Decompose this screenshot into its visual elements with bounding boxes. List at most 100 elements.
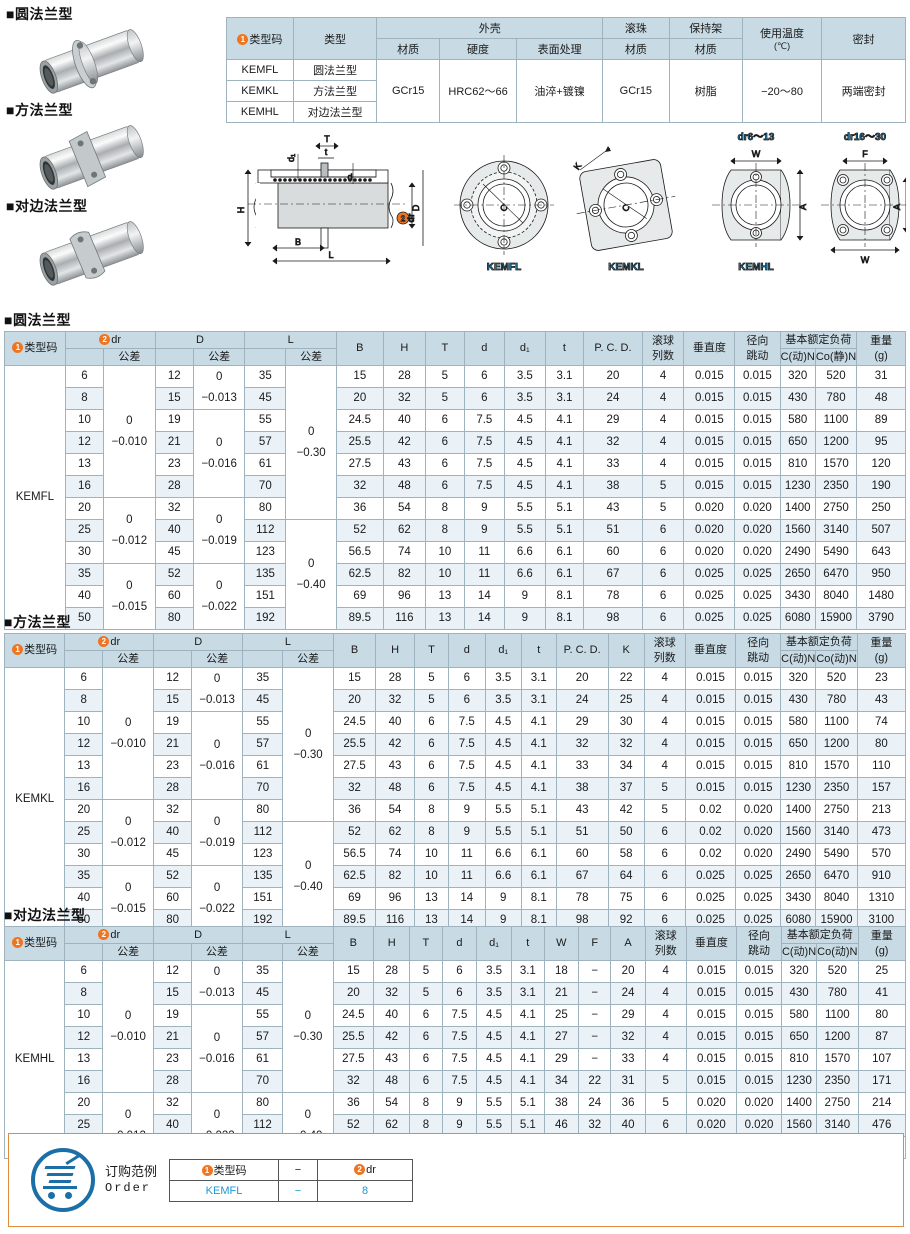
cell-d1: 5.5 bbox=[504, 497, 546, 520]
cell-d: 7.5 bbox=[441, 1048, 478, 1071]
cell-pcd: 33 bbox=[555, 755, 609, 778]
cell-B: 52 bbox=[332, 821, 377, 844]
cell-D: 60 bbox=[154, 585, 194, 608]
cell-B: 24.5 bbox=[336, 409, 384, 432]
cell-H: 96 bbox=[375, 887, 415, 910]
spec-th-cage: 保持架 bbox=[668, 17, 743, 39]
spec-th-type: 类型 bbox=[292, 17, 378, 60]
cell-perpendicularity: 0.015 bbox=[685, 1026, 738, 1049]
spec-type-kemfl: 圆法兰型 bbox=[292, 59, 378, 81]
cell-pcd: 38 bbox=[583, 475, 643, 498]
cell-dr: 20 bbox=[64, 497, 105, 520]
cell-dr-tolerance: 0−0.012 bbox=[102, 799, 155, 866]
cell-T: 6 bbox=[413, 733, 450, 756]
th-d1: d₁ bbox=[504, 331, 546, 366]
cell-weight: 120 bbox=[856, 453, 906, 476]
cell-L: 35 bbox=[242, 667, 284, 690]
cell-radial-runout: 0.015 bbox=[736, 1004, 782, 1027]
kemhl-front-view-small bbox=[712, 157, 804, 247]
table-row: 30 45 123 56.5 74 10 11 6.6 6.1 60 58 6 0.02 0.020 249… bbox=[4, 843, 907, 866]
th-dr-value bbox=[64, 348, 105, 366]
cell-T: 6 bbox=[409, 1026, 443, 1049]
cell-pcd: 43 bbox=[583, 497, 643, 520]
cell-ball-rows: 4 bbox=[641, 409, 685, 432]
cell-radial-runout: 0.015 bbox=[735, 667, 782, 690]
cell-H: 96 bbox=[382, 585, 427, 608]
th-typecode: 1 类型码 bbox=[3, 926, 66, 961]
cell-H: 82 bbox=[375, 865, 415, 888]
cross-section-view bbox=[244, 142, 424, 265]
cell-weight: 74 bbox=[856, 711, 907, 734]
cell-t: 3.1 bbox=[544, 365, 585, 388]
cell-d: 7.5 bbox=[448, 733, 486, 756]
cell-d: 7.5 bbox=[441, 1070, 478, 1093]
spec-code-kemfl: KEMFL bbox=[226, 59, 294, 81]
cell-B: 36 bbox=[332, 1092, 375, 1115]
cell-T: 8 bbox=[413, 821, 450, 844]
cell-F: 22 bbox=[577, 1070, 612, 1093]
cell-c-dynamic: 650 bbox=[780, 1026, 818, 1049]
cell-radial-runout: 0.020 bbox=[735, 799, 782, 822]
spec-th-hardness: 硬度 bbox=[438, 38, 518, 60]
spec-shell-material: GCr15 bbox=[376, 59, 440, 123]
cell-A: 32 bbox=[610, 1026, 646, 1049]
cell-L: 55 bbox=[241, 1004, 284, 1027]
cell-weight: 643 bbox=[856, 541, 906, 564]
cell-T: 10 bbox=[425, 563, 465, 586]
cell-radial-runout: 0.015 bbox=[735, 711, 782, 734]
cell-L: 80 bbox=[242, 799, 284, 822]
cell-c-dynamic: 2650 bbox=[780, 865, 817, 888]
cell-t: 5.1 bbox=[510, 1092, 545, 1115]
th-weight: 重量 (g) bbox=[856, 633, 907, 668]
cell-d: 9 bbox=[463, 497, 506, 520]
cell-ball-rows: 6 bbox=[643, 865, 686, 888]
cell-dr: 16 bbox=[64, 475, 105, 498]
cell-ball-rows: 5 bbox=[641, 475, 685, 498]
cell-pcd: 43 bbox=[555, 799, 609, 822]
cell-dr-tolerance: 0−0.012 bbox=[103, 497, 156, 564]
order-code-table: 1 类型码 − 2 dr KEMFL − 8 bbox=[169, 1158, 414, 1202]
cell-H: 40 bbox=[382, 409, 427, 432]
cell-co-static: 2350 bbox=[814, 475, 858, 498]
cell-ball-rows: 6 bbox=[641, 607, 685, 630]
th-D-value bbox=[153, 650, 193, 668]
spec-type-kemhl: 对边法兰型 bbox=[292, 101, 378, 123]
cell-co-static: 1200 bbox=[814, 431, 858, 454]
cell-co-static: 2350 bbox=[815, 777, 858, 800]
cell-dr: 30 bbox=[64, 843, 104, 866]
cell-L: 61 bbox=[241, 1048, 284, 1071]
cell-D: 40 bbox=[154, 519, 194, 542]
cell-B: 25.5 bbox=[332, 733, 377, 756]
cell-perpendicularity: 0.025 bbox=[684, 887, 737, 910]
cell-co-static: 780 bbox=[814, 387, 858, 410]
dim-B: B bbox=[295, 237, 301, 247]
cell-B: 32 bbox=[332, 1070, 375, 1093]
th-radial-runout: 径向 跳动 bbox=[735, 633, 782, 668]
cell-pcd: 78 bbox=[583, 585, 643, 608]
cell-weight: 43 bbox=[856, 689, 907, 712]
cell-radial-runout: 0.015 bbox=[735, 755, 782, 778]
thumb-title-opposite: ■对边法兰型 bbox=[6, 198, 88, 214]
order-header-row: 1 类型码 − 2 dr bbox=[169, 1158, 414, 1181]
cell-F: − bbox=[577, 1026, 612, 1049]
cell-weight: 570 bbox=[856, 843, 907, 866]
cell-L-tolerance: 0 −0.30 bbox=[282, 667, 334, 822]
cell-H: 54 bbox=[373, 1092, 411, 1115]
badge-1-icon: 1 bbox=[237, 33, 249, 45]
cell-D: 40 bbox=[153, 821, 193, 844]
kemfl-section-title: ■圆法兰型 bbox=[4, 312, 71, 328]
cell-d: 6 bbox=[441, 982, 478, 1005]
th-H: H bbox=[373, 926, 411, 961]
cell-radial-runout: 0.015 bbox=[736, 1048, 782, 1071]
cell-K: 50 bbox=[607, 821, 645, 844]
cell-t: 3.1 bbox=[544, 387, 585, 410]
cell-weight: 190 bbox=[856, 475, 906, 498]
cell-H: 32 bbox=[373, 982, 411, 1005]
cell-co-static: 6470 bbox=[815, 865, 858, 888]
cell-pcd: 33 bbox=[583, 453, 643, 476]
th-dr-tolerance: 公差 bbox=[102, 943, 155, 961]
cell-perpendicularity: 0.015 bbox=[683, 475, 736, 498]
cell-t: 4.1 bbox=[510, 1004, 545, 1027]
cell-B: 25.5 bbox=[332, 1026, 375, 1049]
